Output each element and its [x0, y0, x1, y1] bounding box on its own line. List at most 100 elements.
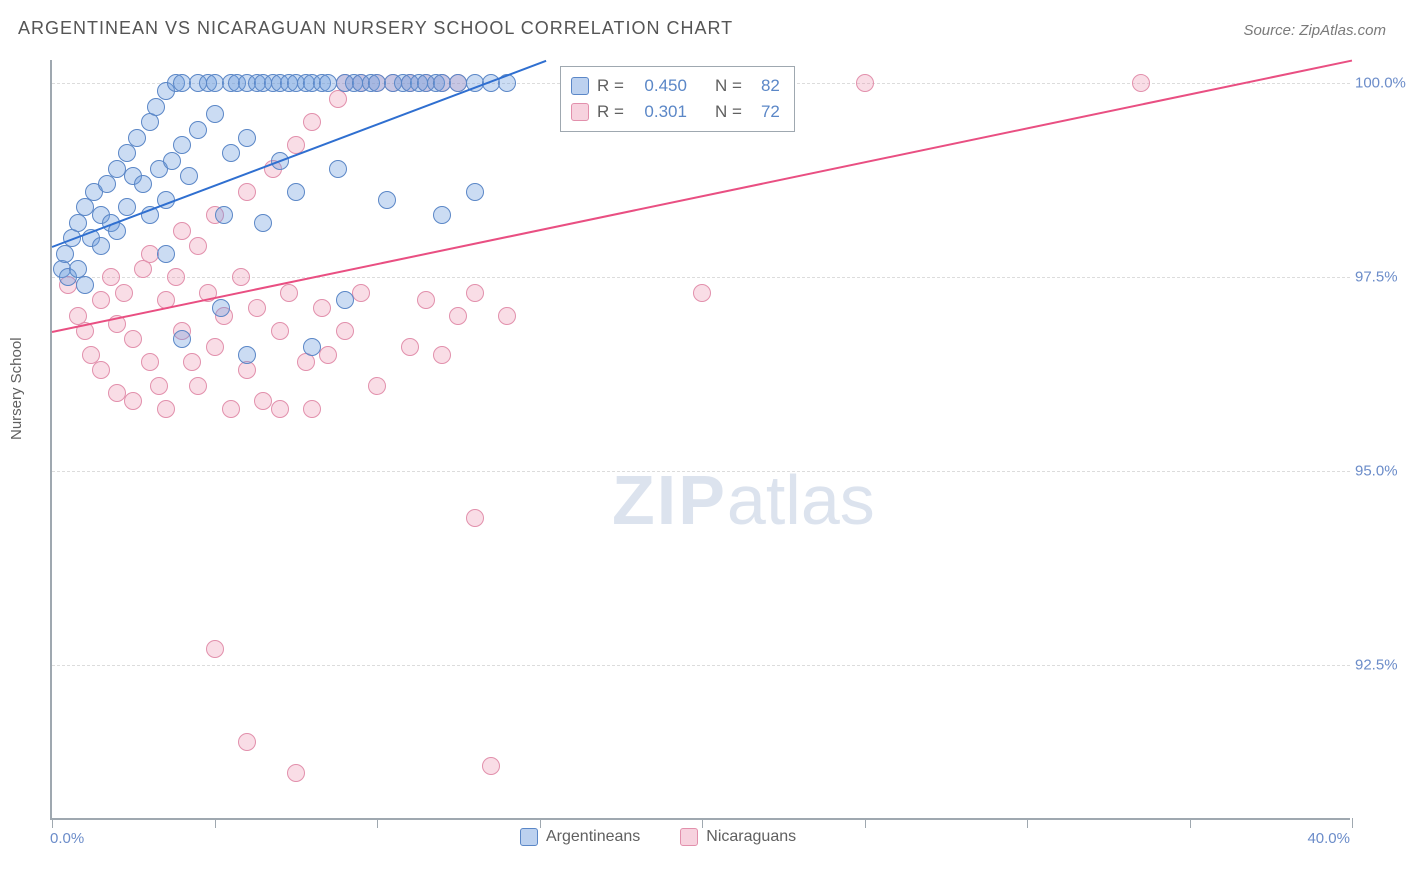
- x-tick: [1027, 818, 1028, 828]
- scatter-point: [466, 509, 484, 527]
- scatter-point: [189, 237, 207, 255]
- swatch-icon: [680, 828, 698, 846]
- scatter-point: [134, 260, 152, 278]
- scatter-point: [248, 299, 266, 317]
- r-label: R =: [597, 102, 624, 122]
- scatter-point: [167, 268, 185, 286]
- source-label: Source: ZipAtlas.com: [1243, 22, 1386, 39]
- scatter-point: [222, 144, 240, 162]
- scatter-point: [254, 214, 272, 232]
- scatter-point: [206, 338, 224, 356]
- n-value: 72: [750, 102, 780, 122]
- legend-item: Nicaraguans: [680, 828, 796, 846]
- scatter-point: [238, 733, 256, 751]
- n-label: N =: [715, 102, 742, 122]
- scatter-point: [352, 284, 370, 302]
- scatter-point: [189, 121, 207, 139]
- r-value: 0.450: [632, 76, 687, 96]
- scatter-point: [141, 353, 159, 371]
- legend-item-label: Argentineans: [546, 828, 640, 846]
- legend-series: Argentineans Nicaraguans: [520, 828, 796, 846]
- scatter-point: [693, 284, 711, 302]
- scatter-point: [163, 152, 181, 170]
- scatter-point: [69, 214, 87, 232]
- scatter-point: [498, 307, 516, 325]
- scatter-point: [280, 284, 298, 302]
- x-tick: [702, 818, 703, 828]
- scatter-point: [150, 377, 168, 395]
- scatter-point: [124, 330, 142, 348]
- scatter-point: [141, 113, 159, 131]
- scatter-point: [238, 361, 256, 379]
- plot-area: ZIPatlas 100.0%97.5%95.0%92.5%: [50, 60, 1350, 820]
- scatter-point: [124, 392, 142, 410]
- x-tick: [215, 818, 216, 828]
- scatter-point: [303, 113, 321, 131]
- watermark-zip: ZIP: [612, 461, 727, 539]
- scatter-point: [297, 353, 315, 371]
- scatter-point: [118, 198, 136, 216]
- scatter-point: [271, 400, 289, 418]
- scatter-point: [92, 361, 110, 379]
- scatter-point: [303, 338, 321, 356]
- scatter-point: [189, 377, 207, 395]
- y-tick-label: 100.0%: [1355, 75, 1406, 92]
- scatter-point: [173, 222, 191, 240]
- r-label: R =: [597, 76, 624, 96]
- scatter-point: [157, 400, 175, 418]
- scatter-point: [173, 330, 191, 348]
- legend-stats: R = 0.450 N = 82 R = 0.301 N = 72: [560, 66, 795, 132]
- scatter-point: [180, 167, 198, 185]
- scatter-point: [1132, 74, 1150, 92]
- scatter-point: [128, 129, 146, 147]
- scatter-point: [319, 346, 337, 364]
- scatter-point: [466, 284, 484, 302]
- n-label: N =: [715, 76, 742, 96]
- scatter-point: [466, 183, 484, 201]
- chart-container: ARGENTINEAN VS NICARAGUAN NURSERY SCHOOL…: [0, 0, 1406, 892]
- y-tick-label: 95.0%: [1355, 463, 1406, 480]
- x-tick: [377, 818, 378, 828]
- y-tick-label: 97.5%: [1355, 269, 1406, 286]
- scatter-point: [98, 175, 116, 193]
- legend-stats-row: R = 0.301 N = 72: [571, 99, 780, 125]
- scatter-point: [287, 764, 305, 782]
- scatter-point: [212, 299, 230, 317]
- x-tick: [540, 818, 541, 828]
- scatter-point: [118, 144, 136, 162]
- x-tick: [1352, 818, 1353, 828]
- r-value: 0.301: [632, 102, 687, 122]
- scatter-point: [206, 640, 224, 658]
- gridline: [52, 665, 1350, 666]
- scatter-point: [102, 268, 120, 286]
- scatter-point: [287, 183, 305, 201]
- legend-item: Argentineans: [520, 828, 640, 846]
- scatter-point: [329, 90, 347, 108]
- scatter-point: [449, 307, 467, 325]
- legend-stats-row: R = 0.450 N = 82: [571, 73, 780, 99]
- scatter-point: [856, 74, 874, 92]
- scatter-point: [482, 757, 500, 775]
- x-tick: [52, 818, 53, 828]
- scatter-point: [56, 245, 74, 263]
- scatter-point: [329, 160, 347, 178]
- scatter-point: [173, 136, 191, 154]
- scatter-point: [222, 400, 240, 418]
- legend-item-label: Nicaraguans: [706, 828, 796, 846]
- scatter-point: [115, 284, 133, 302]
- scatter-point: [378, 191, 396, 209]
- swatch-icon: [520, 828, 538, 846]
- n-value: 82: [750, 76, 780, 96]
- scatter-point: [92, 237, 110, 255]
- scatter-point: [76, 276, 94, 294]
- x-tick: [865, 818, 866, 828]
- scatter-point: [433, 206, 451, 224]
- scatter-point: [134, 175, 152, 193]
- scatter-point: [206, 105, 224, 123]
- scatter-point: [238, 346, 256, 364]
- y-axis-title: Nursery School: [8, 337, 25, 440]
- scatter-point: [271, 322, 289, 340]
- scatter-point: [417, 291, 435, 309]
- scatter-point: [238, 129, 256, 147]
- scatter-point: [215, 206, 233, 224]
